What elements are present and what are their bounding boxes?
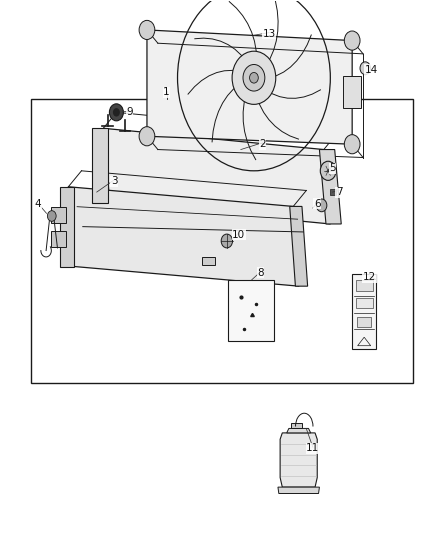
Polygon shape bbox=[60, 187, 74, 266]
Text: 4: 4 bbox=[35, 199, 41, 209]
Circle shape bbox=[110, 104, 124, 121]
Polygon shape bbox=[68, 187, 299, 286]
Text: 3: 3 bbox=[111, 176, 117, 187]
Polygon shape bbox=[319, 150, 341, 224]
Bar bbox=[356, 298, 373, 309]
Circle shape bbox=[47, 211, 56, 221]
Text: 13: 13 bbox=[263, 29, 276, 39]
Circle shape bbox=[243, 64, 265, 91]
Circle shape bbox=[139, 127, 155, 146]
Polygon shape bbox=[51, 231, 66, 247]
Circle shape bbox=[232, 51, 276, 104]
Text: 2: 2 bbox=[259, 139, 266, 149]
Circle shape bbox=[250, 72, 258, 83]
Polygon shape bbox=[147, 30, 352, 144]
Circle shape bbox=[221, 234, 233, 248]
Polygon shape bbox=[103, 128, 330, 224]
Text: 7: 7 bbox=[336, 187, 343, 197]
Text: 6: 6 bbox=[314, 199, 321, 209]
Bar bbox=[228, 280, 274, 341]
Circle shape bbox=[360, 62, 371, 75]
Text: 8: 8 bbox=[257, 268, 264, 278]
Polygon shape bbox=[51, 207, 66, 223]
Polygon shape bbox=[92, 128, 108, 203]
Circle shape bbox=[344, 135, 360, 154]
Bar bbox=[357, 317, 371, 327]
Polygon shape bbox=[290, 206, 307, 286]
Bar bbox=[352, 274, 376, 349]
Bar bbox=[343, 76, 361, 108]
Text: 9: 9 bbox=[126, 107, 133, 117]
Text: 10: 10 bbox=[232, 230, 245, 240]
Polygon shape bbox=[280, 433, 317, 487]
Text: 14: 14 bbox=[364, 65, 378, 75]
Bar bbox=[202, 257, 215, 265]
Text: 5: 5 bbox=[329, 163, 336, 173]
Circle shape bbox=[139, 20, 155, 39]
Polygon shape bbox=[287, 429, 311, 433]
Circle shape bbox=[320, 161, 336, 180]
Text: 1: 1 bbox=[163, 87, 170, 97]
Text: 11: 11 bbox=[306, 443, 319, 453]
Polygon shape bbox=[278, 487, 319, 494]
Bar bbox=[31, 99, 413, 383]
Circle shape bbox=[316, 199, 327, 212]
Text: 12: 12 bbox=[363, 272, 376, 282]
Polygon shape bbox=[291, 423, 302, 429]
Circle shape bbox=[344, 31, 360, 50]
Circle shape bbox=[113, 108, 120, 117]
Bar bbox=[356, 280, 373, 292]
